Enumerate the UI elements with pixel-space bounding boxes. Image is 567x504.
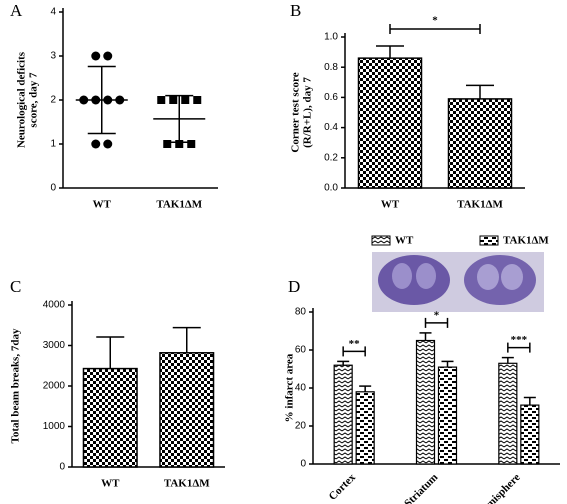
brain-sections [372, 252, 544, 312]
bar [520, 404, 540, 465]
legend-swatch [479, 235, 499, 246]
y-tick-label: 4 [50, 7, 56, 18]
y-tick-label: 40 [295, 383, 307, 394]
x-tick-label: TAK1ΔM [164, 478, 210, 490]
bar [82, 367, 138, 468]
y-axis-label: score, day 7 [28, 72, 40, 128]
y-tick-label: 2 [50, 95, 56, 106]
y-tick-label: 4000 [43, 300, 66, 311]
y-tick-label: 80 [295, 307, 307, 318]
sig-label: ** [349, 338, 361, 350]
y-tick-label: 0 [50, 183, 56, 194]
panel-label: A [10, 1, 23, 20]
y-axis-label: % infarct area [284, 353, 296, 422]
bar [355, 391, 375, 465]
data-point [103, 51, 113, 61]
x-tick-label: WT [101, 478, 120, 490]
x-tick-label: WT [93, 199, 112, 211]
data-point [193, 96, 202, 104]
brain-wt-lobe [392, 263, 412, 289]
y-tick-label: 0 [59, 462, 65, 473]
data-point [163, 140, 172, 148]
data-point [187, 140, 196, 148]
y-tick-label: 0.2 [324, 152, 338, 163]
bar [357, 57, 423, 189]
data-point [91, 139, 101, 149]
data-point [157, 96, 166, 104]
bar [498, 362, 518, 465]
bar [447, 98, 513, 189]
x-tick-label: TAK1ΔM [457, 199, 503, 211]
panel-label: D [288, 277, 300, 296]
brain-wt-lobe [416, 263, 436, 289]
legend-label: WT [395, 235, 414, 247]
brain-tak1-lobe [501, 264, 523, 290]
y-axis-label: (R/R+L), day 7 [302, 77, 314, 148]
y-axis-label: Corner test score [290, 72, 302, 152]
y-axis-label: Neurological deficits [16, 51, 28, 148]
legend-label: TAK1ΔM [503, 235, 549, 247]
x-tick-label: Cortex [327, 471, 359, 503]
bar [415, 339, 436, 465]
panel-label: C [10, 277, 21, 296]
sig-label: * [432, 15, 438, 27]
y-tick-label: 0.8 [324, 62, 338, 73]
x-tick-label: Hemisphere [474, 471, 523, 504]
y-tick-label: 1.0 [324, 32, 338, 43]
y-tick-label: 3 [50, 51, 56, 62]
data-point [169, 96, 178, 104]
y-tick-label: 0.6 [324, 92, 338, 103]
data-point [91, 51, 101, 61]
y-axis-label: Total beam breaks, 7day [10, 328, 22, 443]
x-tick-label: Striatum [402, 471, 440, 504]
bar [437, 366, 458, 465]
sig-label: *** [511, 334, 528, 346]
y-tick-label: 3000 [43, 340, 66, 351]
data-point [175, 140, 184, 148]
brain-tak1-lobe [477, 264, 499, 290]
y-tick-label: 0 [300, 459, 306, 470]
brain-tak1 [464, 255, 536, 305]
x-tick-label: WT [381, 199, 400, 211]
bar [159, 352, 215, 468]
sig-label: * [434, 309, 440, 321]
x-tick-label: TAK1ΔM [156, 199, 202, 211]
y-tick-label: 1000 [43, 421, 66, 432]
data-point [103, 139, 113, 149]
panel-label: B [290, 1, 301, 20]
y-tick-label: 2000 [43, 381, 66, 392]
y-tick-label: 20 [295, 421, 307, 432]
bar [333, 364, 353, 465]
y-tick-label: 60 [295, 345, 307, 356]
data-point [181, 96, 190, 104]
y-tick-label: 0.4 [324, 122, 338, 133]
legend-swatch [371, 235, 391, 246]
brain-wt [378, 255, 450, 305]
y-tick-label: 0.0 [324, 183, 338, 194]
y-tick-label: 1 [50, 139, 56, 150]
